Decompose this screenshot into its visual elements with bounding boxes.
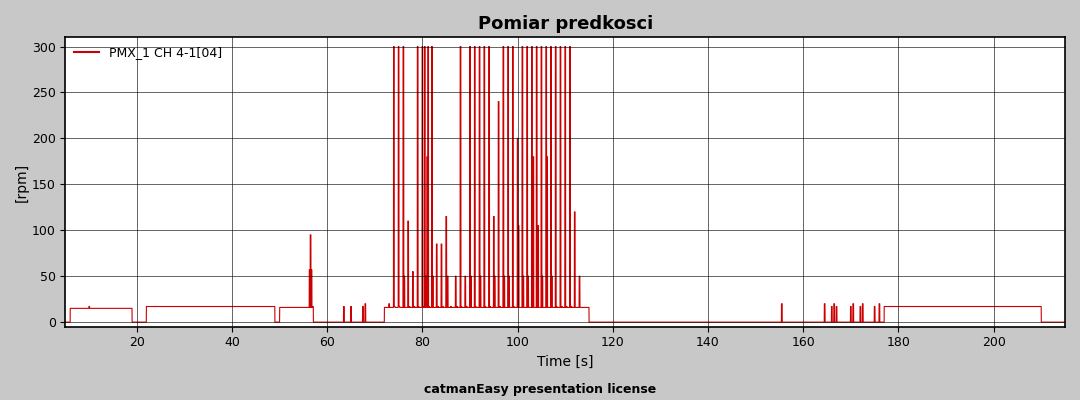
X-axis label: Time [s]: Time [s] [537,355,593,369]
Legend: PMX_1 CH 4-1[04]: PMX_1 CH 4-1[04] [69,41,227,64]
Text: catmanEasy presentation license: catmanEasy presentation license [423,383,657,396]
Y-axis label: [rpm]: [rpm] [15,162,29,202]
Title: Pomiar predkosci: Pomiar predkosci [477,15,652,33]
